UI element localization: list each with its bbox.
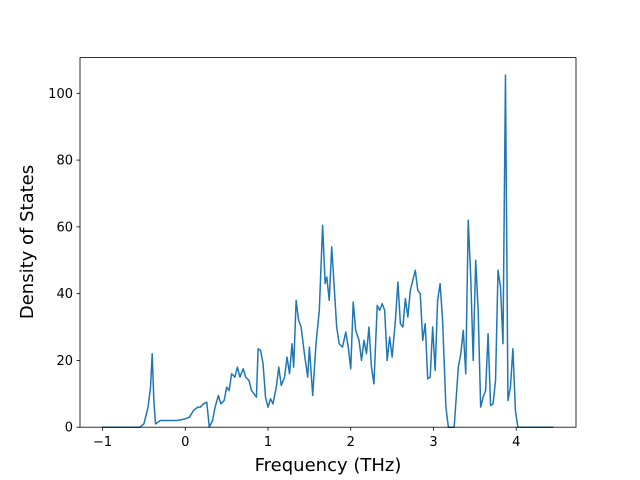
- x-tick-label: 4: [512, 435, 520, 450]
- x-tick-label: 1: [264, 435, 272, 450]
- y-axis-label: Density of States: [17, 165, 38, 319]
- plot-frame: [79, 57, 577, 428]
- dos-line: [102, 74, 554, 428]
- x-tick-label: −1: [93, 435, 112, 450]
- y-tick-label: 20: [56, 354, 73, 369]
- x-tick-label: 2: [347, 435, 355, 450]
- y-tick-label: 80: [56, 154, 73, 169]
- x-tick-label: 3: [429, 435, 437, 450]
- y-tick-label: 40: [56, 287, 73, 302]
- y-tick-label: 100: [48, 87, 73, 102]
- y-tick-label: 0: [65, 421, 73, 436]
- x-axis-label: Frequency (THz): [255, 455, 402, 476]
- x-tick-label: 0: [181, 435, 189, 450]
- y-tick-label: 60: [56, 220, 73, 235]
